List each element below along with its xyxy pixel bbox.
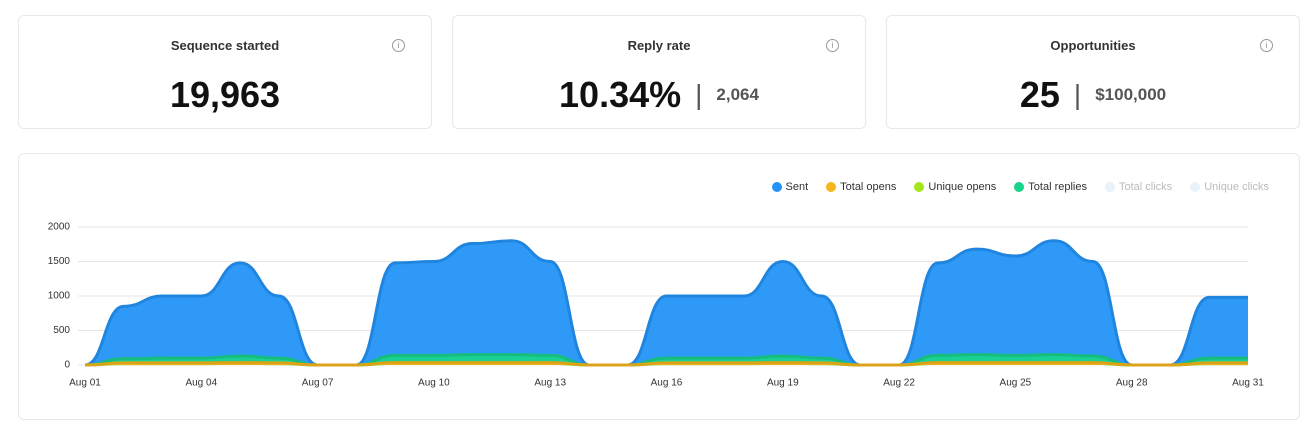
y-tick-label: 0 [64, 360, 70, 371]
kpi-title: Opportunities [1050, 38, 1136, 53]
legend-swatch [1014, 182, 1025, 192]
legend-label: Unique opens [928, 181, 997, 193]
area-line [84, 239, 1248, 367]
x-tick-label: Aug 28 [1116, 378, 1148, 389]
legend-item[interactable]: Sent [771, 181, 809, 193]
x-tick-label: Aug 01 [69, 378, 101, 389]
kpi-values: 25 | $100,000 [887, 74, 1299, 116]
info-icon[interactable]: i [392, 39, 405, 52]
kpi-values: 19,963 [19, 74, 431, 116]
area-line [84, 353, 1248, 367]
legend-swatch [1190, 182, 1201, 192]
legend-label: Unique clicks [1204, 181, 1269, 193]
area [85, 240, 1248, 365]
x-tick-label: Aug 16 [651, 378, 683, 389]
separator: | [1073, 79, 1082, 110]
kpi-secondary: 2,064 [716, 85, 759, 104]
legend-label: Sent [785, 181, 809, 193]
legend-item[interactable]: Unique clicks [1190, 181, 1269, 193]
legend-item[interactable]: Total opens [826, 181, 896, 193]
y-tick-label: 2000 [48, 222, 71, 233]
legend: Sent Total opens Unique opens Total replies… [771, 181, 1269, 193]
kpi-values: 10.34% | 2,064 [453, 74, 865, 116]
x-tick-label: Aug 04 [185, 378, 217, 389]
separator: | [695, 79, 703, 110]
x-tick-label: Aug 19 [767, 378, 799, 389]
kpi-card: Opportunities i 25 | $100,000 [886, 15, 1300, 129]
legend-swatch [771, 182, 782, 192]
kpi-card: Reply rate i 10.34% | 2,064 [452, 15, 866, 129]
kpi-title: Sequence started [170, 38, 280, 53]
x-tick-label: Aug 13 [534, 378, 566, 389]
kpi-value: 10.34% [559, 74, 682, 115]
legend-item[interactable]: Total replies [1014, 181, 1087, 193]
legend-item[interactable]: Total clicks [1105, 181, 1172, 193]
kpi-card: Sequence started i 19,963 [18, 15, 432, 129]
kpi-value: 19,963 [169, 74, 281, 115]
y-tick-label: 1500 [48, 256, 71, 267]
y-tick-label: 500 [53, 325, 70, 336]
legend-swatch [914, 182, 925, 192]
info-icon[interactable]: i [826, 39, 839, 52]
x-tick-label: Aug 22 [883, 378, 915, 389]
kpi-title: Reply rate [627, 38, 691, 53]
legend-label: Total replies [1028, 181, 1087, 193]
y-tick-label: 1000 [48, 291, 71, 302]
legend-swatch [826, 182, 837, 192]
x-tick-label: Aug 25 [1000, 378, 1032, 389]
area-line [84, 361, 1248, 367]
kpi-secondary: $100,000 [1095, 85, 1167, 104]
legend-label: Total clicks [1119, 181, 1173, 193]
x-tick-label: Aug 07 [302, 378, 334, 389]
x-tick-label: Aug 31 [1232, 378, 1264, 389]
x-tick-label: Aug 10 [418, 378, 450, 389]
kpi-value: 25 [1019, 74, 1060, 115]
legend-label: Total opens [840, 181, 897, 193]
info-icon[interactable]: i [1260, 39, 1273, 52]
legend-item[interactable]: Unique opens [914, 181, 996, 193]
legend-swatch [1105, 182, 1115, 192]
